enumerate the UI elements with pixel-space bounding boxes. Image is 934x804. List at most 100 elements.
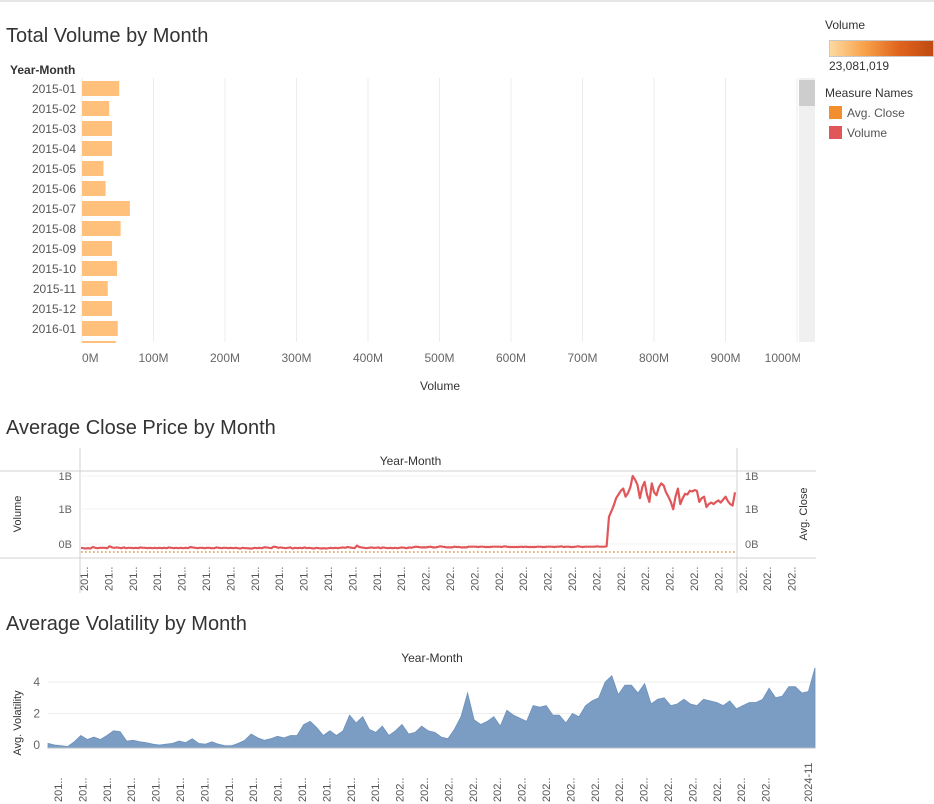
close-x-tick-label: 201.. xyxy=(323,567,335,591)
volatility-x-tick-label: 201.. xyxy=(346,778,358,802)
volume-category-label: 2015-12 xyxy=(32,302,76,316)
volume-category-label: 2015-04 xyxy=(32,142,76,156)
volume-x-axis-title: Volume xyxy=(420,379,460,393)
close-line-chart: Year-Month 1B 1B 0B 1B 1B 0B Volume Avg. Close 20… xyxy=(0,448,816,593)
volume-bar xyxy=(82,241,113,256)
volume-color-ramp xyxy=(829,40,934,57)
volatility-y-tick-label: 2 xyxy=(33,707,40,721)
close-chart-title: Average Close Price by Month xyxy=(6,417,276,439)
volume-x-tick-label: 0M xyxy=(82,351,99,365)
volatility-x-tick-label: 202.. xyxy=(443,778,455,802)
volatility-x-tick-label: 202.. xyxy=(614,778,626,802)
close-x-tick-label: 202.. xyxy=(787,567,799,591)
close-right-tick-label: 1B xyxy=(745,504,758,516)
close-x-tick-label: 201.. xyxy=(152,567,164,591)
volatility-x-tick-label: 201.. xyxy=(126,778,138,802)
volatility-chart-title: Average Volatility by Month xyxy=(6,613,247,635)
volume-category-label: 2015-03 xyxy=(32,122,76,136)
volume-bar xyxy=(82,141,113,156)
close-x-tick-label: 201.. xyxy=(372,567,384,591)
volume-bar xyxy=(82,121,113,136)
volume-bar-chart: 2015-01 2015-02 2015-03 2015-04 2015-05 2015-… xyxy=(32,78,800,393)
volume-x-tick-label: 300M xyxy=(281,351,311,365)
volume-bar xyxy=(82,201,130,216)
close-x-tick-label: 202.. xyxy=(567,567,579,591)
close-x-tick-label: 201.. xyxy=(347,567,359,591)
volume-bar xyxy=(82,221,121,236)
volatility-x-tick-label: 202.. xyxy=(687,778,699,802)
close-volume-line xyxy=(80,474,737,550)
close-x-tick-label: 202.. xyxy=(494,567,506,591)
close-right-axis-title: Avg. Close xyxy=(798,488,810,541)
close-left-tick-label: 0B xyxy=(59,539,72,551)
volatility-x-tick-label: 201.. xyxy=(370,778,382,802)
volume-category-label: 2015-10 xyxy=(32,262,76,276)
volume-x-tick-label: 200M xyxy=(210,351,240,365)
close-x-tick-label: 202.. xyxy=(689,567,701,591)
volatility-x-tick-label: 201.. xyxy=(151,778,163,802)
volume-bar xyxy=(82,81,120,96)
volatility-x-tick-label: 202.. xyxy=(663,778,675,802)
close-left-tick-label: 1B xyxy=(59,471,72,483)
volume-scrollbar-track[interactable] xyxy=(799,78,815,342)
close-x-tick-label: 202.. xyxy=(469,567,481,591)
close-x-tick-label: 201.. xyxy=(250,567,262,591)
volatility-x-tick-label: 201.. xyxy=(77,778,89,802)
volume-bar xyxy=(82,301,113,316)
volume-bar xyxy=(82,321,118,336)
volume-x-tick-label: 500M xyxy=(424,351,454,365)
volume-x-tick-label: 600M xyxy=(496,351,526,365)
volume-scrollbar-thumb[interactable] xyxy=(799,80,815,106)
volatility-x-tick-label: 201.. xyxy=(102,778,114,802)
volume-chart-title: Total Volume by Month xyxy=(6,25,209,47)
volume-x-tick-label: 1000M xyxy=(765,351,800,365)
legend-item-avg-close[interactable]: Avg. Close xyxy=(847,106,905,120)
close-left-axis-title: Volume xyxy=(12,496,24,533)
volume-category-label: 2015-09 xyxy=(32,242,76,256)
volume-category-label: 2015-01 xyxy=(32,82,76,96)
close-right-tick-label: 1B xyxy=(745,471,758,483)
volatility-area-chart: Year-Month Avg. Volatility 0 2 4 201.. 201.. 20… xyxy=(12,651,816,802)
measure-legend-title: Measure Names xyxy=(825,86,914,100)
volatility-x-axis-title: Year-Month xyxy=(401,651,463,665)
close-x-tick-label: 201.. xyxy=(299,567,311,591)
close-x-tick-label: 201.. xyxy=(103,567,115,591)
close-x-tick-label: 201.. xyxy=(177,567,189,591)
close-x-tick-label: 202.. xyxy=(616,567,628,591)
volatility-x-tick-label: 202.. xyxy=(736,778,748,802)
volatility-x-tick-label: 201.. xyxy=(199,778,211,802)
volume-category-label: 2015-06 xyxy=(32,182,76,196)
volatility-y-axis-title: Avg. Volatility xyxy=(12,690,24,756)
volatility-y-tick-label: 4 xyxy=(33,675,40,689)
close-x-tick-label: 202.. xyxy=(738,567,750,591)
volatility-area xyxy=(47,667,816,749)
close-x-tick-label: 202.. xyxy=(421,567,433,591)
volatility-x-tick-label: 202.. xyxy=(492,778,504,802)
volume-category-label: 2015-11 xyxy=(33,282,76,296)
legend-item-volume[interactable]: Volume xyxy=(847,126,888,140)
volatility-x-tick-label: 202.. xyxy=(761,778,773,802)
volatility-x-tick-label: 202.. xyxy=(639,778,651,802)
close-x-tick-label: 201.. xyxy=(201,567,213,591)
close-x-axis-title: Year-Month xyxy=(380,454,442,468)
close-x-tick-label: 202.. xyxy=(518,567,530,591)
volume-bar-partial xyxy=(82,341,116,343)
volatility-x-tick-label: 201.. xyxy=(321,778,333,802)
close-x-tick-label: 201.. xyxy=(225,567,237,591)
volume-category-label: 2015-02 xyxy=(32,102,76,116)
close-x-tick-label: 201.. xyxy=(128,567,140,591)
volume-x-tick-label: 900M xyxy=(710,351,740,365)
close-x-tick-label: 202.. xyxy=(665,567,677,591)
volatility-x-tick-label: 202.. xyxy=(468,778,480,802)
volatility-x-tick-label: 202.. xyxy=(565,778,577,802)
volatility-x-tick-label: 201.. xyxy=(273,778,285,802)
volatility-x-tick-label: 202.. xyxy=(541,778,553,802)
volatility-x-tick-label: 2024-11 xyxy=(803,762,815,802)
close-x-tick-label: 202.. xyxy=(445,567,457,591)
color-legend-value: 23,081,019 xyxy=(829,59,890,73)
volume-x-tick-label: 100M xyxy=(138,351,168,365)
volatility-x-tick-label: 202.. xyxy=(517,778,529,802)
volatility-x-tick-label: 201.. xyxy=(248,778,260,802)
volatility-x-tick-label: 201.. xyxy=(175,778,187,802)
volume-category-label: 2016-01 xyxy=(32,322,76,336)
